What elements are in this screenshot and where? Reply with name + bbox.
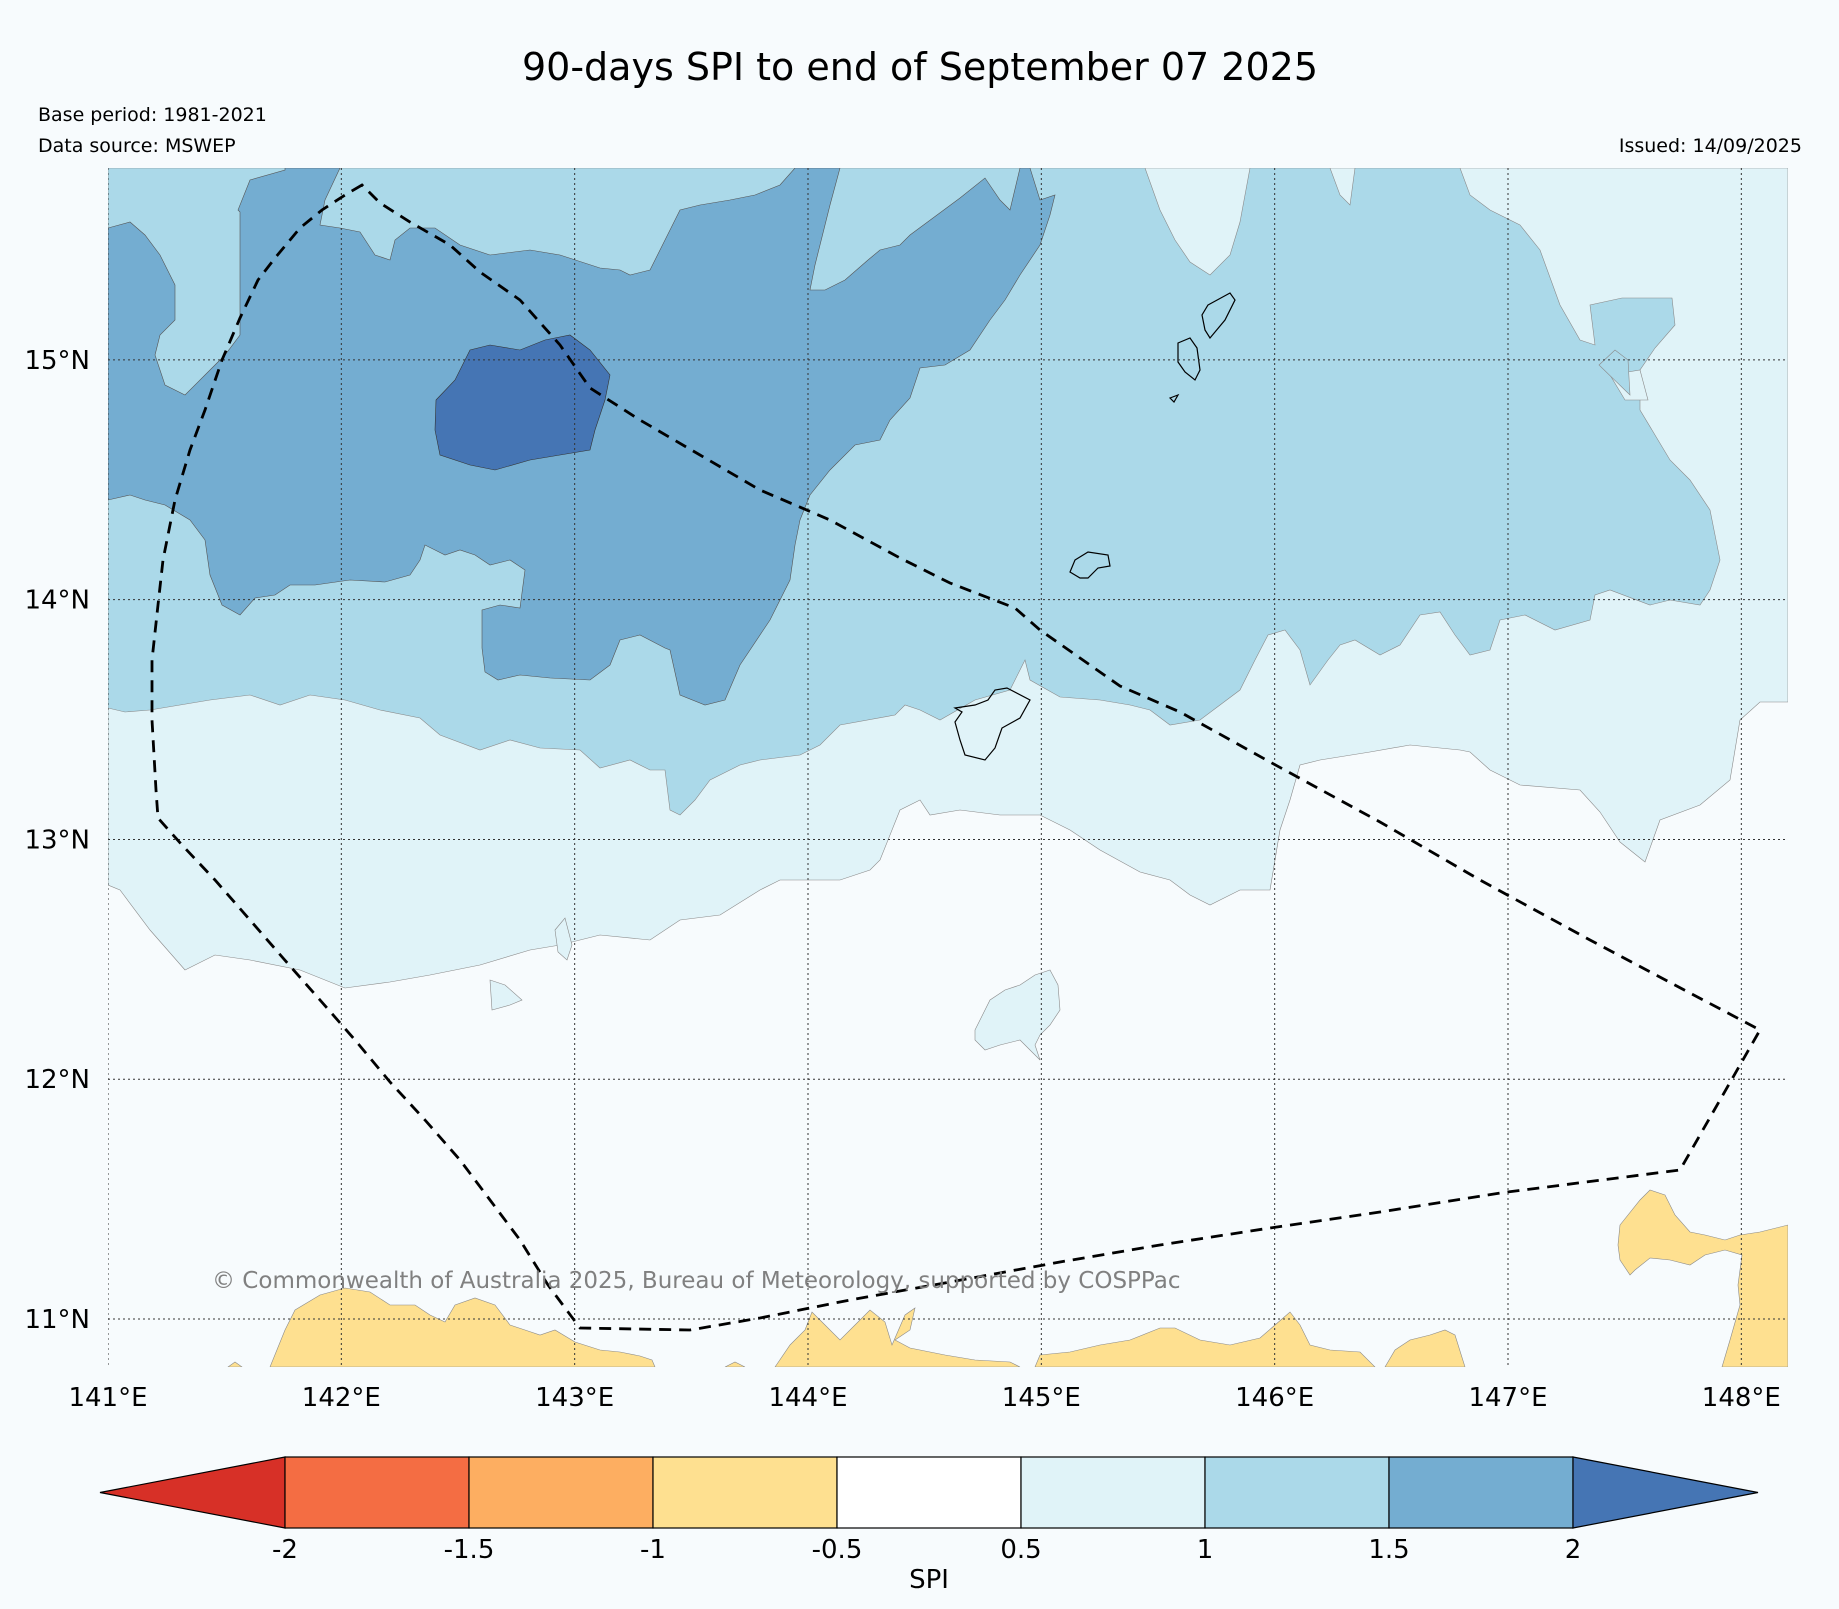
spi-contour-0.5-1-islet-b [554, 917, 573, 961]
colorbar-tick-label: 1 [1197, 1535, 1214, 1565]
lon-tick-label: 147°E [1468, 1383, 1547, 1413]
lon-tick-label: 145°E [1002, 1383, 1081, 1413]
saipan-outline [1201, 292, 1236, 340]
tinian-outline [1177, 337, 1201, 381]
colorbar-tick-label: 1.5 [1368, 1535, 1409, 1565]
spi-contour-above-2 [434, 334, 611, 471]
issued-date: Issued: 14/09/2025 [1619, 135, 1802, 157]
lat-tick-label: 14°N [24, 586, 90, 616]
colorbar-bin [284, 1456, 470, 1529]
lat-tick-label: 12°N [24, 1065, 90, 1095]
spi-colorbar [99, 1456, 1759, 1529]
lon-tick-label: 141°E [68, 1383, 147, 1413]
lon-tick-label: 148°E [1702, 1383, 1781, 1413]
lat-tick-label: 15°N [24, 346, 90, 376]
map-panel: © Commonwealth of Australia 2025, Bureau… [108, 168, 1788, 1367]
colorbar-bin [836, 1456, 1022, 1529]
colorbar-bin [468, 1456, 654, 1529]
colorbar-extend-high [1572, 1456, 1759, 1529]
colorbar-bin [1204, 1456, 1390, 1529]
colorbar-tick-label: 0.5 [1000, 1535, 1041, 1565]
spi-contour-neg1-neg0.5-east [1034, 1311, 1376, 1367]
colorbar-tick-label: -0.5 [812, 1535, 863, 1565]
spi-contour-neg1-neg0.5-central [774, 1307, 1021, 1367]
colorbar-bin [652, 1456, 838, 1529]
lat-tick-label: 11°N [24, 1305, 90, 1335]
lon-tick-label: 146°E [1235, 1383, 1314, 1413]
colorbar-bin [1020, 1456, 1206, 1529]
lon-tick-label: 144°E [768, 1383, 847, 1413]
colorbar-tick-label: -1 [640, 1535, 666, 1565]
spi-contour-neg1-neg0.5-sliver [227, 1361, 243, 1367]
spi-contour-neg1-neg0.5-sliver-2 [724, 1361, 746, 1367]
colorbar-tick-label: -2 [272, 1535, 298, 1565]
colorbar-bin [1388, 1456, 1574, 1529]
spi-contour-neg1-neg0.5-far-east [1384, 1329, 1466, 1367]
lon-tick-label: 142°E [302, 1383, 381, 1413]
spi-contour-0.5-1-islet-a [489, 979, 523, 1011]
guam-outline [953, 687, 1031, 761]
latitude-labels: 15°N 14°N 13°N 12°N 11°N [24, 346, 90, 1335]
longitude-labels: 141°E 142°E 143°E 144°E 145°E 146°E 147°E 148°E [68, 1383, 1780, 1413]
base-period: Base period: 1981-2021 [38, 104, 267, 126]
figure-title: 90-days SPI to end of September 07 2025 [522, 45, 1318, 89]
colorbar-tick-label: 2 [1565, 1535, 1582, 1565]
lon-tick-label: 143°E [535, 1383, 614, 1413]
marine-boundary-dashed [150, 183, 1762, 1332]
colorbar-tick-label: -1.5 [444, 1535, 495, 1565]
copyright-credit: © Commonwealth of Australia 2025, Bureau… [212, 1268, 1181, 1294]
aguijan-outline [1168, 393, 1180, 403]
lat-tick-label: 13°N [24, 825, 90, 855]
colorbar-extend-low [99, 1456, 286, 1529]
rota-outline [1069, 551, 1111, 579]
spi-contour-neg1-neg0.5-southeast [1617, 1189, 1788, 1367]
colorbar-label: SPI [909, 1565, 949, 1595]
spi-contour-0.5-1-islet-c [974, 969, 1061, 1061]
colorbar-tick-labels: -2 -1.5 -1 -0.5 0.5 1 1.5 2 [272, 1535, 1581, 1565]
island-outlines [953, 292, 1236, 761]
data-source: Data source: MSWEP [38, 135, 236, 157]
